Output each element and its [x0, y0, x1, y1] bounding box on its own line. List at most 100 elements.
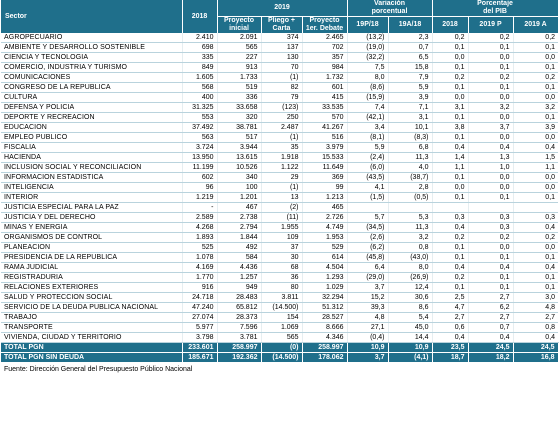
value-cell: 3,8 — [432, 122, 469, 133]
value-cell: 0,0 — [513, 92, 559, 103]
value-cell: 0,1 — [513, 252, 559, 263]
value-cell: 2.589 — [182, 212, 218, 223]
sector-name-cell: DEPORTE Y RECREACION — [1, 112, 183, 123]
value-cell: 24,5 — [513, 342, 559, 353]
sector-name-cell: ORGANISMOS DE CONTROL — [1, 232, 183, 243]
table-row: INTERIOR 1.219 1.201 13 1.213 (1,5) (0,5) 0,1 0,… — [1, 192, 559, 203]
value-cell: 11.649 — [302, 162, 348, 173]
value-cell: 4.504 — [302, 262, 348, 273]
table-row: PRESIDENCIA DE LA REPUBLICA 1.078 584 30 614… — [1, 252, 559, 263]
value-cell: 24,5 — [468, 342, 514, 353]
value-cell: 1.029 — [302, 282, 348, 293]
value-cell: 5,3 — [388, 212, 433, 223]
value-cell: 14,4 — [388, 332, 433, 343]
value-cell: 13 — [261, 192, 303, 203]
value-cell: 13.615 — [217, 152, 262, 163]
value-cell: 0,3 — [468, 212, 514, 223]
header-proyecto-inicial: Proyecto inicial — [217, 16, 262, 33]
value-cell: 7,9 — [388, 72, 433, 83]
value-cell: 5.977 — [182, 322, 218, 333]
value-cell: 0,0 — [468, 132, 514, 143]
value-cell: 8,6 — [388, 302, 433, 313]
value-cell: 16,8 — [513, 352, 559, 363]
value-cell: 29 — [261, 172, 303, 183]
sector-name-cell: TOTAL PGN SIN DEUDA — [1, 352, 183, 363]
value-cell: 3,7 — [347, 352, 389, 363]
value-cell: (29,0) — [347, 272, 389, 283]
value-cell: 31.325 — [182, 102, 218, 113]
header-porcentaje-line1: Porcentaje — [477, 0, 513, 7]
value-cell: 0,3 — [432, 212, 469, 223]
sector-name-cell: JUSTICIA ESPECIAL PARA LA PAZ — [1, 202, 183, 213]
value-cell: 1,5 — [513, 152, 559, 163]
sector-name-cell: CULTURA — [1, 92, 183, 103]
value-cell: 0,2 — [513, 232, 559, 243]
header-sector: Sector — [1, 0, 183, 33]
value-cell: 1.605 — [182, 72, 218, 83]
value-cell: 984 — [302, 62, 348, 73]
value-cell: 227 — [217, 52, 262, 63]
table-row: AGROPECUARIO 2.410 2.091 374 2.465 (13,2) 2,3 0… — [1, 33, 559, 43]
value-cell: 525 — [182, 242, 218, 253]
value-cell: (1) — [261, 132, 303, 143]
value-cell: 12,4 — [388, 282, 433, 293]
value-cell: (6,2) — [347, 242, 389, 253]
value-cell: 2,7 — [513, 312, 559, 323]
sector-name-cell: REGISTRADURIA — [1, 272, 183, 283]
sector-name-cell: FISCALIA — [1, 142, 183, 153]
value-cell: 357 — [302, 52, 348, 63]
header-pib-2018: 2018 — [432, 16, 469, 33]
value-cell: 28.483 — [217, 292, 262, 303]
value-cell: 415 — [302, 92, 348, 103]
value-cell: 185.671 — [182, 352, 218, 363]
value-cell: (1) — [261, 182, 303, 193]
value-cell: 0,4 — [513, 262, 559, 273]
value-cell: 0,1 — [432, 62, 469, 73]
value-cell: (0) — [261, 342, 303, 353]
value-cell: 37 — [261, 242, 303, 253]
value-cell: 336 — [217, 92, 262, 103]
value-cell: 11.199 — [182, 162, 218, 173]
value-cell: 2,7 — [468, 292, 514, 303]
value-cell: 3,9 — [388, 92, 433, 103]
value-cell: 0,4 — [513, 332, 559, 343]
table-row: INCLUSION SOCIAL Y RECONCILIACION 11.199 1… — [1, 162, 559, 173]
header-pib-2019a: 2019 A — [513, 16, 559, 33]
source-note: Fuente: Dirección General del Presupuest… — [4, 366, 193, 373]
value-cell: 0,0 — [468, 112, 514, 123]
sector-name-cell: COMERCIO, INDUSTRIA Y TURISMO — [1, 62, 183, 73]
value-cell: 15.533 — [302, 152, 348, 163]
value-cell: 4.436 — [217, 262, 262, 273]
sector-name-cell: INTERIOR — [1, 192, 183, 203]
sector-name-cell: SERVICIO DE LA DEUDA PUBLICA NACIONAL — [1, 302, 183, 313]
value-cell: 3.724 — [182, 142, 218, 153]
value-cell: 70 — [261, 62, 303, 73]
value-cell: 8,0 — [347, 72, 389, 83]
value-cell: 1.213 — [302, 192, 348, 203]
header-pib-2019p: 2019 P — [468, 16, 514, 33]
value-cell: 15,8 — [388, 62, 433, 73]
value-cell: 192.362 — [217, 352, 262, 363]
value-cell: 0,1 — [513, 272, 559, 283]
value-cell — [432, 202, 469, 213]
value-cell: (123) — [261, 102, 303, 113]
value-cell: 0,2 — [432, 272, 469, 283]
value-cell: (6,0) — [347, 162, 389, 173]
value-cell: 2.091 — [217, 33, 262, 43]
value-cell: 1.122 — [261, 162, 303, 173]
value-cell: 4,1 — [347, 182, 389, 193]
value-cell: 0,1 — [432, 112, 469, 123]
value-cell: 38.781 — [217, 122, 262, 133]
value-cell: 30,6 — [388, 292, 433, 303]
value-cell: 0,1 — [432, 82, 469, 93]
value-cell: 3.781 — [217, 332, 262, 343]
value-cell: 3,1 — [432, 102, 469, 113]
value-cell: 0,1 — [513, 82, 559, 93]
table-row: TRANSPORTE 5.977 7.596 1.069 8.666 27,1 45,0 0,… — [1, 322, 559, 333]
header-proyecto-inicial-line2: inicial — [229, 25, 249, 32]
value-cell: 65.812 — [217, 302, 262, 313]
value-cell: (1) — [261, 72, 303, 83]
value-cell: 0,0 — [468, 92, 514, 103]
value-cell: 1.069 — [261, 322, 303, 333]
value-cell: 0,1 — [468, 272, 514, 283]
